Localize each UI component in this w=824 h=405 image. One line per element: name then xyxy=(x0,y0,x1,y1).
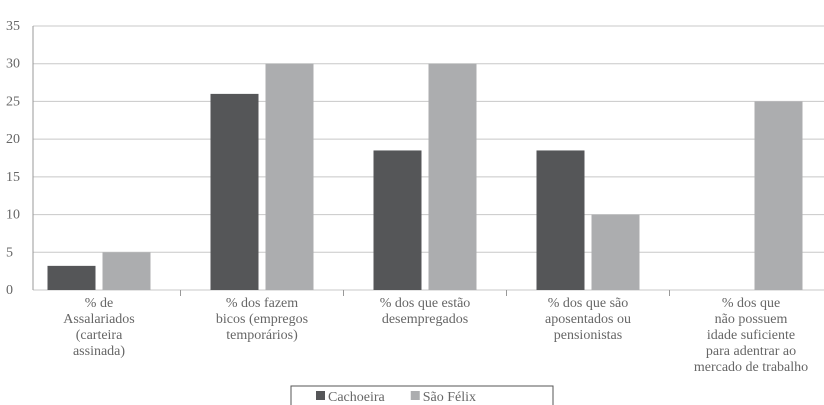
x-tick-label: % dos que estão desempregados xyxy=(380,296,471,327)
legend-box xyxy=(290,385,554,405)
x-tick-label: % dos que são aposentados ou pensionistas xyxy=(545,296,631,343)
bar xyxy=(210,93,259,290)
x-tick-label: % de Assalariados (carteira assinada) xyxy=(63,296,135,359)
bar xyxy=(47,265,96,290)
legend-label: Cachoeira xyxy=(328,390,386,405)
y-tick-label: 15 xyxy=(6,170,20,185)
legend-swatch xyxy=(316,391,325,400)
legend-swatch xyxy=(410,391,420,400)
x-tick-label: % dos fazem bicos (empregos temporários) xyxy=(216,296,308,343)
x-tick-label: % dos que não possuem idade suficiente para… xyxy=(694,296,808,375)
y-tick-label: 25 xyxy=(6,94,20,109)
bar xyxy=(536,150,585,290)
y-tick-label: 30 xyxy=(6,57,20,72)
y-tick-label: 20 xyxy=(6,132,20,147)
y-tick-label: 0 xyxy=(6,283,13,298)
bar xyxy=(591,214,640,290)
y-tick-label: 10 xyxy=(6,208,20,223)
y-tick-label: 5 xyxy=(6,245,13,260)
bar xyxy=(265,63,314,290)
bar xyxy=(754,101,803,290)
bar xyxy=(102,252,151,290)
y-tick-label: 35 xyxy=(6,19,20,34)
legend-label: São Félix xyxy=(423,390,476,405)
bar xyxy=(373,150,422,290)
bar xyxy=(428,63,477,290)
